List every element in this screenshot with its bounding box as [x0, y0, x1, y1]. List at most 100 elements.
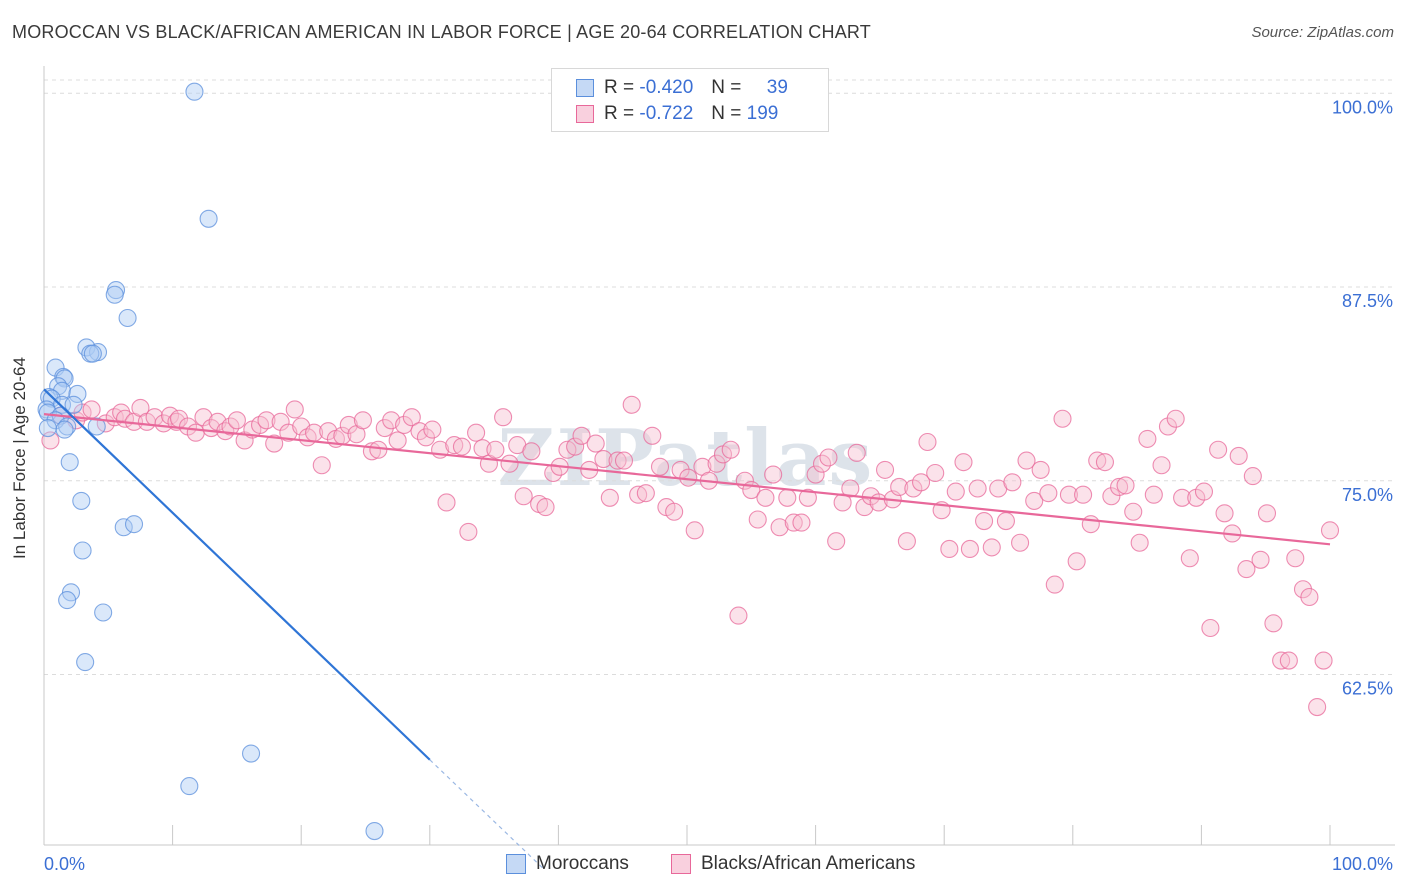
black-african-american-point — [918, 432, 937, 452]
black-african-american-point — [1124, 502, 1143, 521]
blue-trend-extension — [429, 759, 544, 869]
black-african-american-point — [600, 488, 619, 507]
black-african-american-point — [729, 606, 748, 625]
black-african-american-point — [1215, 504, 1234, 523]
black-african-american-point — [566, 437, 585, 456]
bottom-legend-label: Blacks/African Americans — [701, 853, 916, 874]
black-african-american-point — [841, 479, 860, 498]
black-african-american-point — [437, 493, 456, 512]
black-african-american-point — [452, 437, 472, 456]
black-african-american-point — [494, 408, 513, 427]
black-african-american-point — [926, 463, 945, 483]
source-label: Source: ZipAtlas.com — [1251, 24, 1394, 41]
bottom-legend-swatch-blue — [506, 854, 526, 874]
black-african-american-point — [798, 488, 817, 507]
legend-r-label: R = — [604, 103, 635, 124]
black-african-american-point — [514, 487, 533, 506]
black-african-american-point — [1095, 453, 1114, 472]
black-african-american-point — [536, 498, 555, 517]
bottom-legend-blacks: Blacks/African Americans — [671, 851, 915, 877]
black-african-american-point — [1320, 521, 1340, 540]
black-african-american-point — [227, 411, 246, 430]
legend-n-value: 39 — [766, 77, 788, 98]
blue-trend-line — [43, 388, 431, 761]
moroccan-point — [105, 285, 124, 304]
moroccan-point — [124, 515, 144, 534]
black-african-american-point — [522, 442, 541, 461]
black-african-american-point — [395, 415, 414, 435]
black-african-american-point — [770, 518, 789, 537]
moroccan-point — [58, 591, 77, 610]
moroccan-point — [180, 777, 199, 796]
black-african-american-point — [388, 431, 407, 450]
black-african-american-point — [500, 454, 519, 473]
black-african-american-point — [685, 521, 704, 540]
moroccan-point — [42, 389, 61, 408]
black-african-american-point — [912, 473, 931, 492]
black-african-american-point — [1209, 440, 1228, 459]
black-african-american-point — [1081, 515, 1100, 534]
black-african-american-point — [1017, 451, 1036, 470]
black-african-american-point — [402, 408, 421, 427]
moroccan-point — [185, 82, 204, 101]
black-african-american-point — [996, 511, 1015, 531]
legend-n-label: N = — [711, 77, 742, 98]
x-tick-label: 0.0% — [44, 854, 85, 874]
black-african-american-point — [792, 513, 811, 532]
black-african-american-point — [1110, 477, 1129, 497]
black-african-american-point — [1272, 651, 1291, 670]
black-african-american-point — [1102, 487, 1121, 506]
black-african-american-point — [486, 440, 505, 459]
black-african-american-point — [764, 465, 783, 484]
black-african-american-point — [1237, 560, 1256, 579]
black-african-american-point — [847, 443, 866, 462]
moroccan-point — [72, 491, 91, 510]
legend-swatch-pink — [576, 105, 594, 123]
black-african-american-point — [1158, 417, 1178, 436]
black-african-american-point — [467, 423, 486, 442]
pink-trend-line — [43, 413, 1331, 546]
black-african-american-point — [629, 485, 648, 504]
black-african-american-point — [1194, 482, 1214, 501]
black-african-american-point — [954, 453, 973, 472]
legend-r-value: -0.420 — [639, 77, 694, 98]
black-african-american-point — [643, 426, 662, 445]
black-african-american-point — [1300, 587, 1319, 607]
black-african-american-point — [1201, 618, 1220, 638]
black-african-american-point — [1279, 651, 1298, 670]
black-african-american-point — [1180, 549, 1199, 568]
black-african-american-point — [257, 411, 276, 430]
black-african-american-point — [265, 434, 284, 453]
black-african-american-point — [721, 440, 740, 459]
moroccan-point — [55, 420, 74, 439]
black-african-american-point — [1243, 467, 1262, 486]
legend-n-label: N = — [711, 103, 742, 124]
black-african-american-point — [784, 513, 803, 532]
black-african-american-point — [622, 395, 641, 414]
black-african-american-point — [946, 482, 965, 501]
black-african-american-point — [1045, 575, 1064, 594]
black-african-american-point — [1264, 614, 1283, 633]
black-african-american-point — [665, 502, 684, 521]
black-african-american-point — [1308, 697, 1327, 717]
black-african-american-point — [445, 436, 464, 455]
black-african-american-point — [940, 539, 959, 559]
black-african-american-point — [827, 532, 846, 551]
black-african-american-point — [459, 522, 478, 541]
black-african-american-point — [1074, 485, 1093, 504]
black-african-american-point — [748, 510, 767, 529]
black-african-american-point — [339, 415, 358, 435]
bottom-legend-label: Moroccans — [536, 853, 629, 874]
black-african-american-point — [285, 400, 304, 419]
black-african-american-point — [778, 488, 797, 507]
black-african-american-point — [423, 420, 442, 439]
legend-row-blacks: R = -0.722 N = 199 — [576, 103, 778, 125]
black-african-american-point — [1130, 533, 1149, 552]
legend-n-value: 199 — [746, 103, 779, 124]
black-african-american-point — [707, 454, 726, 473]
black-african-american-point — [636, 484, 655, 503]
black-african-american-point — [897, 532, 916, 551]
y-tick-label: 62.5% — [1342, 679, 1393, 699]
moroccan-point — [76, 653, 95, 672]
